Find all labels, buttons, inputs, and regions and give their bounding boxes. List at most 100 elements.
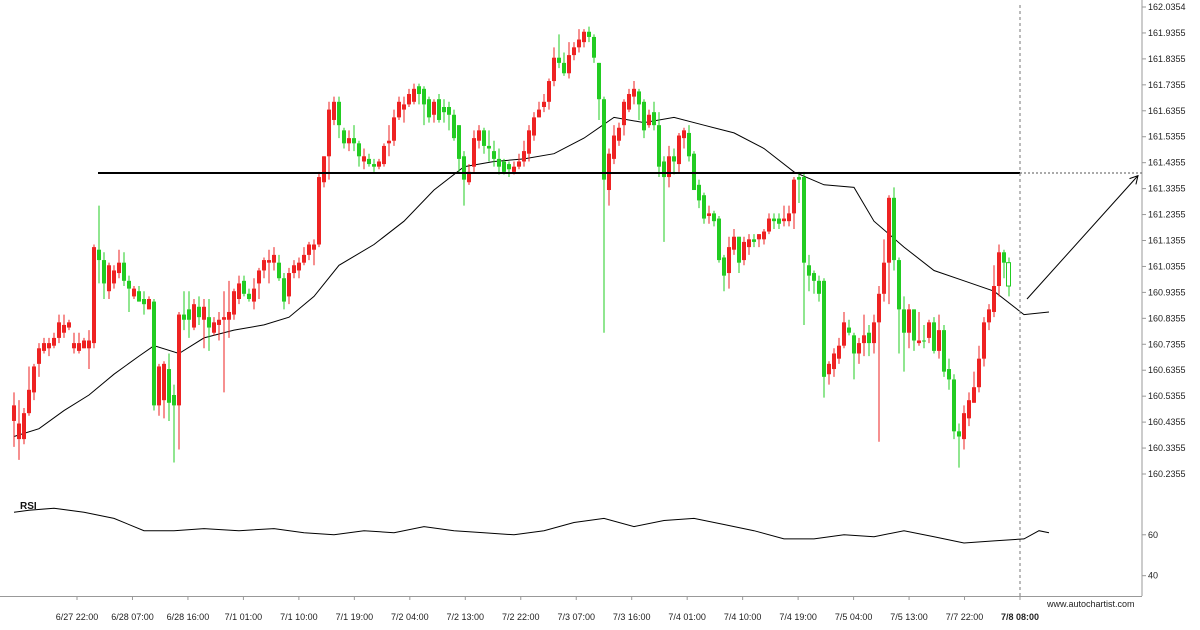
candle-body (262, 260, 266, 271)
candle-body (897, 260, 901, 310)
candle (407, 88, 411, 107)
candle (672, 148, 676, 175)
candle-body (482, 130, 486, 146)
candle (567, 42, 571, 79)
candle (922, 324, 926, 349)
candle (712, 210, 716, 227)
candle-body (172, 394, 176, 406)
candles-layer (12, 26, 1011, 468)
candle-body (842, 322, 846, 346)
candle (762, 228, 766, 245)
candle (87, 330, 91, 370)
candle (202, 298, 206, 349)
candle (807, 254, 811, 292)
candle (832, 348, 836, 377)
price-tick-label: 161.5355 (1148, 132, 1186, 142)
candle-body (47, 343, 51, 349)
candle-body (362, 156, 366, 162)
resistance-layer (98, 5, 1142, 600)
price-tick-label: 160.2355 (1148, 469, 1186, 479)
candle (997, 244, 1001, 297)
candle-body (882, 262, 886, 294)
candle-body (852, 335, 856, 354)
candle-body (947, 369, 951, 380)
candle-body (222, 317, 226, 320)
candle-body (157, 366, 161, 406)
candle-body (687, 132, 691, 157)
candle-body (422, 88, 426, 105)
candle (967, 392, 971, 427)
candle (732, 228, 736, 255)
time-tick-label: 7/4 19:00 (779, 612, 817, 622)
candle-body (37, 348, 41, 364)
candle-body (212, 322, 216, 333)
candle-body (87, 340, 91, 349)
candle (32, 363, 36, 401)
candle-body (317, 177, 321, 245)
candle-body (797, 177, 801, 180)
candle-body (347, 138, 351, 144)
candle (137, 286, 141, 302)
candle (167, 353, 171, 421)
candle-body (692, 153, 696, 191)
candle (702, 192, 706, 224)
price-tick-label: 160.5355 (1148, 391, 1186, 401)
candle (62, 314, 66, 338)
candle-body (107, 265, 111, 292)
candle-body (442, 106, 446, 113)
candle-body (972, 387, 976, 403)
candle-body (182, 314, 186, 320)
candle-body (862, 335, 866, 344)
candle-body (82, 340, 86, 349)
candle-body (942, 330, 946, 372)
candle (187, 291, 191, 338)
moving-average-line (13, 116, 1050, 437)
candle-body (767, 218, 771, 232)
candle-body (302, 254, 306, 263)
candle (72, 332, 76, 354)
candle-body (967, 400, 971, 419)
candle (862, 314, 866, 357)
candle-body (127, 280, 131, 289)
candle-body (677, 135, 681, 165)
candle (827, 361, 831, 385)
candle-body (572, 47, 576, 56)
candle (952, 374, 956, 440)
candle (437, 94, 441, 123)
candle (752, 234, 756, 248)
candle (637, 88, 641, 120)
candle (297, 257, 301, 279)
candle-body (992, 286, 996, 312)
candle-body (787, 213, 791, 222)
candle (67, 319, 71, 331)
candle (262, 257, 266, 279)
candle-body (392, 117, 396, 141)
candle (892, 187, 896, 271)
candle-body (722, 257, 726, 276)
candle (442, 99, 446, 123)
candle-body (782, 218, 786, 222)
candle-body (742, 241, 746, 261)
candle-body (22, 413, 26, 440)
candle (802, 171, 806, 325)
candle-body (402, 104, 406, 110)
candle-body (817, 280, 821, 294)
candle-body (607, 153, 611, 191)
candle (917, 311, 921, 346)
candle (392, 109, 396, 146)
candle-body (877, 293, 881, 323)
candle (312, 239, 316, 266)
candle (692, 151, 696, 191)
candle-body (857, 343, 861, 354)
candle (367, 153, 371, 167)
candle-body (242, 280, 246, 294)
candle (317, 171, 321, 248)
candle (657, 112, 661, 178)
candle-body (337, 101, 341, 126)
candle (932, 317, 936, 354)
candle-body (102, 260, 106, 284)
plot-frame (0, 0, 1143, 597)
price-tick-label: 160.7355 (1148, 339, 1186, 349)
candle (647, 109, 651, 128)
candle-body (922, 340, 926, 342)
